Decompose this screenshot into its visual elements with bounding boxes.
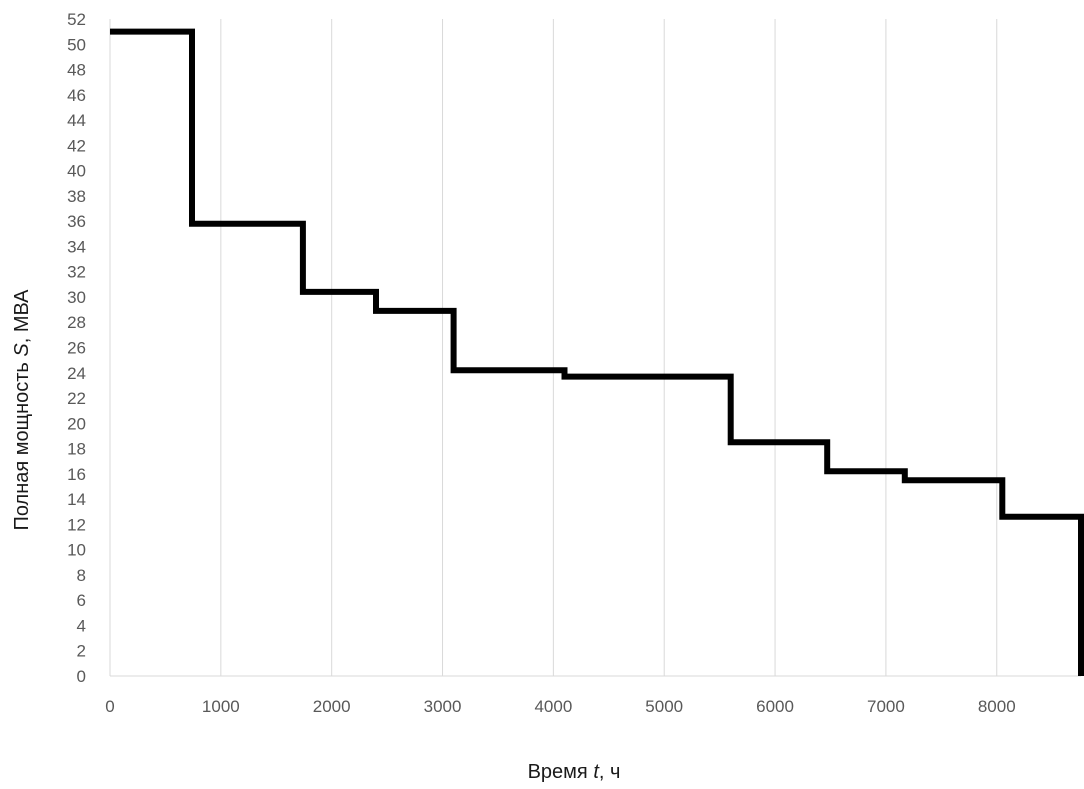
y-tick-label: 20 — [67, 414, 86, 433]
y-tick-label: 2 — [77, 642, 86, 661]
y-tick-label: 28 — [67, 313, 86, 332]
y-tick-label: 26 — [67, 339, 86, 358]
gridlines — [220, 19, 998, 676]
x-tick-label: 4000 — [534, 697, 572, 716]
x-tick-label: 2000 — [313, 697, 351, 716]
y-tick-label: 16 — [67, 465, 86, 484]
y-tick-label: 44 — [67, 111, 86, 130]
x-tick-label: 7000 — [867, 697, 905, 716]
y-tick-label: 8 — [77, 566, 86, 585]
x-tick-label: 0 — [105, 697, 114, 716]
y-tick-label: 0 — [77, 667, 86, 686]
y-tick-label: 48 — [67, 61, 86, 80]
y-tick-label: 36 — [67, 212, 86, 231]
series-line-0 — [110, 28, 1084, 676]
y-tick-label: 12 — [67, 515, 86, 534]
x-tick-label: 8000 — [978, 697, 1016, 716]
y-tick-label: 38 — [67, 187, 86, 206]
y-axis-ticks: 0246810121416182022242628303234363840424… — [67, 10, 86, 686]
x-axis-title-prefix: Время — [528, 761, 594, 783]
y-tick-label: 30 — [67, 288, 86, 307]
y-tick-label: 10 — [67, 541, 86, 560]
y-tick-label: 18 — [67, 440, 86, 459]
y-tick-label: 42 — [67, 136, 86, 155]
y-axis-title: Полная мощность S, МВА — [11, 289, 33, 531]
y-tick-label: 14 — [67, 490, 86, 509]
series-layer — [110, 28, 1084, 676]
x-tick-label: 6000 — [756, 697, 794, 716]
y-tick-label: 6 — [77, 591, 86, 610]
x-axis-title-symbol: t — [593, 761, 600, 783]
x-axis-ticks: 0 1000 2000 3000 4000 5000 6000 7000 8000 — [105, 697, 1015, 716]
y-tick-label: 40 — [67, 162, 86, 181]
x-axis-title: Время t, ч — [528, 761, 621, 783]
y-tick-label: 46 — [67, 86, 86, 105]
x-tick-label: 3000 — [424, 697, 462, 716]
axes — [109, 19, 1081, 677]
y-axis-title-symbol: S — [11, 343, 33, 357]
y-tick-label: 22 — [67, 389, 86, 408]
y-tick-label: 32 — [67, 263, 86, 282]
y-axis-title-suffix: , МВА — [11, 289, 33, 343]
y-tick-label: 50 — [67, 35, 86, 54]
y-tick-label: 24 — [67, 364, 86, 383]
y-tick-label: 4 — [77, 616, 86, 635]
x-tick-label: 5000 — [645, 697, 683, 716]
y-axis-title-prefix: Полная мощность — [11, 357, 33, 531]
x-axis-title-suffix: , ч — [599, 761, 621, 783]
x-tick-label: 1000 — [202, 697, 240, 716]
y-tick-label: 34 — [67, 237, 86, 256]
y-tick-label: 52 — [67, 10, 86, 29]
